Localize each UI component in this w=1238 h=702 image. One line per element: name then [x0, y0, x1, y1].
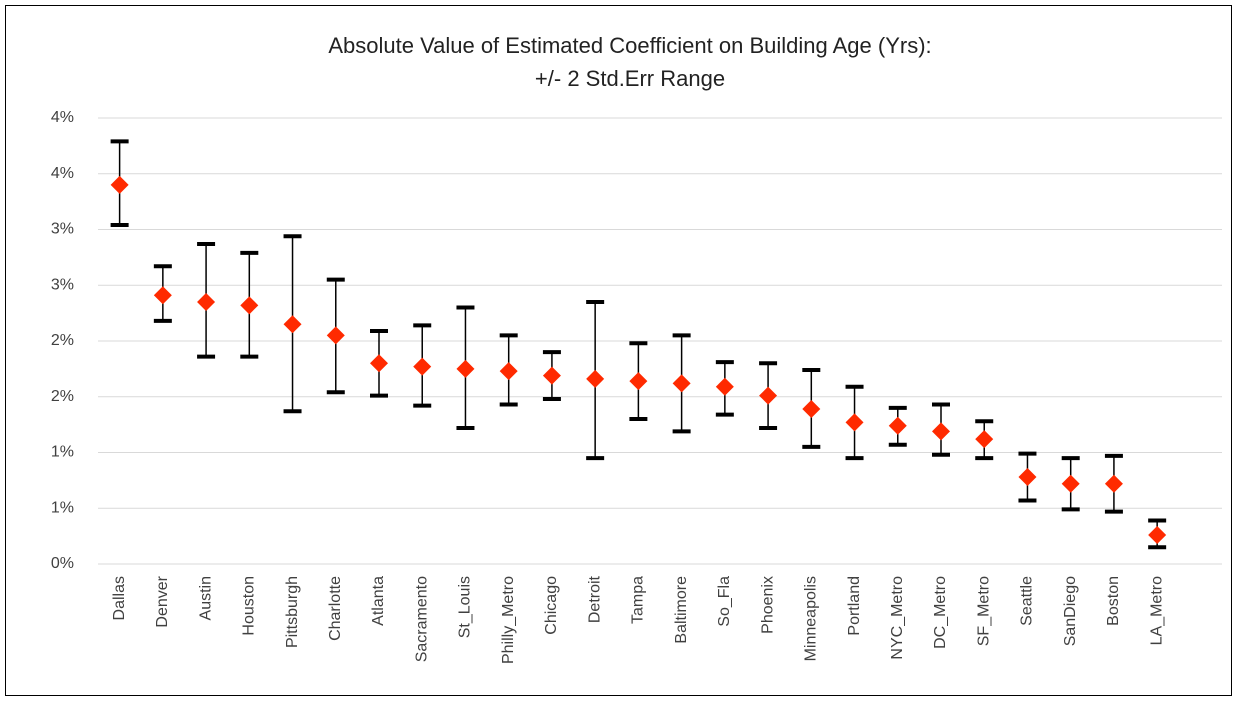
x-tick-label: Houston	[241, 576, 258, 636]
point	[240, 296, 259, 315]
x-tick-label: Minneapolis	[803, 576, 820, 661]
chart-title: Absolute Value of Estimated Coefficient …	[328, 33, 931, 58]
point	[1018, 468, 1037, 487]
x-tick-label: NYC_Metro	[889, 576, 906, 660]
point	[542, 366, 561, 385]
point	[672, 374, 691, 393]
chart-border	[5, 5, 1232, 696]
x-tick-label: St_Louis	[457, 576, 474, 638]
x-tick-label: LA_Metro	[1148, 576, 1165, 645]
chart-title: +/- 2 Std.Err Range	[535, 66, 725, 91]
x-tick-label: Philly_Metro	[500, 576, 517, 664]
point	[326, 326, 345, 345]
point	[629, 372, 648, 391]
y-tick-label: 0%	[51, 555, 74, 572]
y-tick-label: 3%	[51, 221, 74, 238]
x-tick-label: Atlanta	[370, 576, 387, 626]
point	[499, 362, 518, 381]
x-tick-label: Seattle	[1019, 576, 1036, 626]
point	[1061, 474, 1080, 493]
x-tick-label: Baltimore	[673, 576, 690, 644]
x-tick-label: Phoenix	[759, 576, 776, 634]
point	[1104, 474, 1123, 493]
point	[456, 359, 475, 378]
x-tick-label: Dallas	[111, 576, 128, 620]
point	[802, 400, 821, 419]
x-tick-label: Austin	[197, 576, 214, 620]
point	[888, 416, 907, 435]
point	[110, 175, 129, 194]
x-tick-label: Boston	[1105, 576, 1122, 626]
y-tick-label: 4%	[51, 165, 74, 182]
x-tick-label: Tampa	[630, 576, 647, 624]
point	[759, 386, 778, 405]
y-tick-label: 1%	[51, 499, 74, 516]
x-tick-label: DC_Metro	[932, 576, 949, 649]
point	[586, 369, 605, 388]
x-tick-label: Pittsburgh	[284, 576, 301, 648]
x-tick-label: Sacramento	[413, 576, 430, 662]
y-tick-label: 3%	[51, 276, 74, 293]
point	[283, 315, 302, 334]
x-tick-label: So_Fla	[716, 576, 733, 627]
point	[370, 354, 388, 373]
x-tick-label: Denver	[154, 575, 171, 627]
point	[153, 286, 172, 305]
y-tick-label: 2%	[51, 388, 74, 405]
y-tick-label: 2%	[51, 332, 74, 349]
point	[197, 292, 216, 311]
x-tick-label: Detroit	[586, 575, 603, 623]
point	[413, 357, 432, 376]
x-tick-label: Chicago	[543, 576, 560, 635]
x-tick-label: SanDiego	[1062, 576, 1079, 646]
point	[1148, 526, 1167, 545]
y-tick-label: 1%	[51, 444, 74, 461]
point	[975, 430, 994, 449]
point	[845, 413, 864, 432]
point	[715, 377, 734, 396]
x-tick-label: Charlotte	[327, 576, 344, 641]
point	[932, 422, 950, 441]
x-tick-label: Portland	[846, 576, 863, 636]
x-tick-label: SF_Metro	[975, 576, 992, 646]
y-tick-label: 4%	[51, 109, 74, 126]
